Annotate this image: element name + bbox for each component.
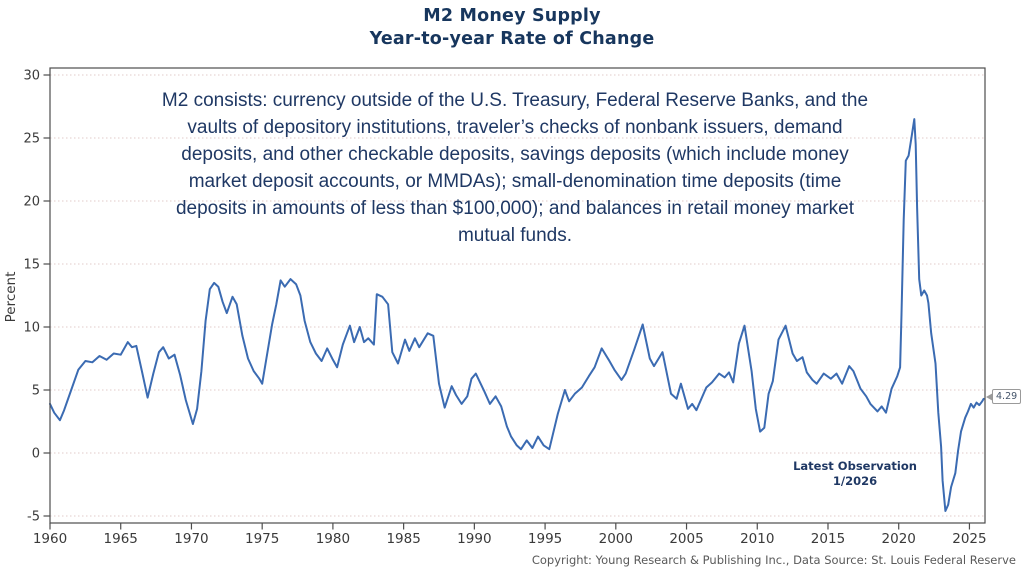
x-tick-label: 1970 (174, 531, 208, 547)
x-tick-label: 1965 (104, 531, 138, 547)
copyright-text: Copyright: Young Research & Publishing I… (531, 553, 1016, 567)
y-tick-label: 0 (32, 447, 40, 462)
x-tick-label: 1995 (528, 531, 562, 547)
chart-title-line1: M2 Money Supply (423, 6, 601, 26)
x-tick-label: 1975 (245, 531, 279, 547)
y-tick-label: 10 (23, 321, 40, 336)
x-tick-label: 2000 (599, 531, 633, 547)
y-axis-title: Percent (3, 271, 19, 323)
x-tick-label: 1985 (386, 531, 420, 547)
y-tick-label: -5 (27, 510, 40, 525)
x-tick-label: 1990 (457, 531, 491, 547)
x-tick-label: 2015 (811, 531, 845, 547)
latest-observation-label: Latest Observation 1/2026 (770, 459, 940, 489)
chart-title-line2: Year-to-year Rate of Change (369, 29, 655, 49)
y-tick-label: 5 (32, 384, 40, 399)
x-tick-label: 2010 (740, 531, 774, 547)
chart-title: M2 Money Supply Year-to-year Rate of Cha… (0, 5, 1024, 51)
series-line (49, 118, 985, 512)
x-tick-label: 1960 (33, 531, 67, 547)
y-tick-label: 15 (23, 258, 40, 273)
x-tick-label: 2020 (882, 531, 916, 547)
plot-border (49, 67, 986, 524)
y-tick-label: 30 (23, 69, 40, 84)
latest-value-callout: 4.29 (986, 389, 1022, 404)
x-tick-label: 2005 (669, 531, 703, 547)
latest-value-text: 4.29 (996, 391, 1018, 402)
y-tick-label: 25 (23, 132, 40, 147)
x-tick-label: 1980 (316, 531, 350, 547)
latest-observation-date: 1/2026 (832, 474, 878, 488)
callout-arrow-icon (986, 393, 993, 401)
x-tick-label: 2025 (952, 531, 986, 547)
latest-observation-text: Latest Observation (793, 459, 917, 473)
y-tick-label: 20 (23, 195, 40, 210)
